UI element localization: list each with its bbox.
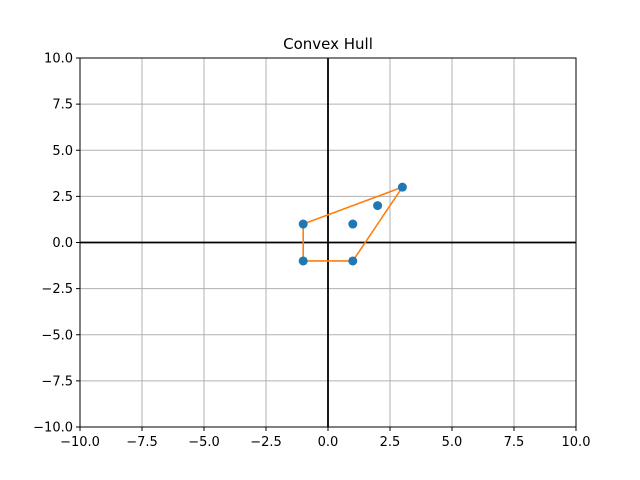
x-tick-label-4: 0.0 bbox=[318, 435, 339, 450]
y-tick-label-2: −5.0 bbox=[41, 328, 73, 343]
x-tick-label-7: 7.5 bbox=[504, 435, 525, 450]
y-tick-label-3: −2.5 bbox=[41, 282, 73, 297]
data-point-1 bbox=[298, 256, 308, 266]
y-tick-label-8: 10.0 bbox=[44, 52, 73, 67]
zero-axis-lines bbox=[80, 58, 576, 427]
y-tick-label-5: 2.5 bbox=[52, 190, 73, 205]
y-tick-label-7: 7.5 bbox=[52, 98, 73, 113]
y-tick-label-1: −7.5 bbox=[41, 374, 73, 389]
x-tick-label-6: 5.0 bbox=[442, 435, 463, 450]
x-tick-label-8: 10.0 bbox=[562, 435, 591, 450]
data-point-3 bbox=[348, 256, 358, 266]
y-tick-label-4: 0.0 bbox=[52, 236, 73, 251]
data-point-2 bbox=[348, 219, 358, 229]
data-point-0 bbox=[298, 219, 308, 229]
y-tick-label-0: −10.0 bbox=[33, 421, 73, 436]
data-point-4 bbox=[373, 201, 383, 211]
chart-title: Convex Hull bbox=[283, 35, 373, 53]
x-tick-label-1: −7.5 bbox=[126, 435, 158, 450]
x-tick-label-3: −2.5 bbox=[250, 435, 282, 450]
x-tick-label-5: 2.5 bbox=[380, 435, 401, 450]
x-tick-label-2: −5.0 bbox=[188, 435, 220, 450]
y-axis-ticks: −10.0 −7.5 −5.0 −2.5 0.0 2.5 5.0 7.5 10.0 bbox=[33, 52, 80, 436]
x-tick-label-0: −10.0 bbox=[60, 435, 100, 450]
y-tick-label-6: 5.0 bbox=[52, 144, 73, 159]
data-point-5 bbox=[397, 182, 407, 192]
points-layer bbox=[298, 182, 407, 266]
x-axis-ticks: −10.0 −7.5 −5.0 −2.5 0.0 2.5 5.0 7.5 10.0 bbox=[60, 427, 590, 450]
